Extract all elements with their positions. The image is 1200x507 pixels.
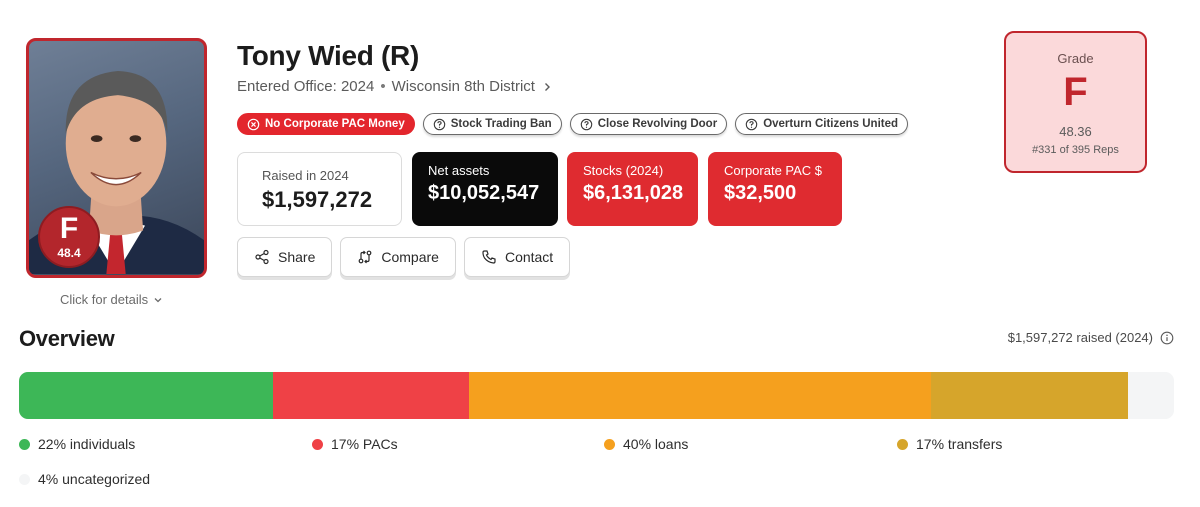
pill-no-corporate-pac-money[interactable]: No Corporate PAC Money xyxy=(237,113,415,135)
legend-swatch xyxy=(312,438,323,450)
stat-corporate-pac-value: $32,500 xyxy=(724,182,797,204)
contact-button-label: Contact xyxy=(504,249,554,265)
representative-photo[interactable]: F 48.4 xyxy=(26,38,207,278)
legend-transfers: 17% transfers xyxy=(897,436,1002,452)
stat-stocks-value: $6,131,028 xyxy=(583,182,684,204)
stat-raised: Raised in 2024 $1,597,272 xyxy=(237,152,402,226)
chevron-right-icon xyxy=(544,82,550,91)
separator-dot: • xyxy=(380,78,386,95)
photo-grade-letter: F xyxy=(59,212,79,245)
funding-segment-3 xyxy=(931,372,1128,419)
funding-segment-2 xyxy=(469,372,932,419)
phone-icon xyxy=(482,250,496,264)
pill-close-revolving-door[interactable]: Close Revolving Door xyxy=(569,113,728,135)
legend-uncategorized: 4% uncategorized xyxy=(19,471,150,487)
grade-score: 48.36 xyxy=(1059,124,1092,139)
details-link-label: Click for details xyxy=(60,292,149,307)
stat-net-assets-value: $10,052,547 xyxy=(428,182,540,204)
legend-pacs: 17% PACs xyxy=(312,436,398,452)
compare-button-label: Compare xyxy=(381,249,439,265)
stat-net-assets: Net assets $10,052,547 xyxy=(412,152,558,226)
question-circle-icon xyxy=(433,118,445,130)
pill-label: Stock Trading Ban xyxy=(450,118,552,130)
share-icon xyxy=(255,249,269,265)
legend-label: 17% transfers xyxy=(916,436,1003,452)
grade-box[interactable]: Grade F 48.36 #331 of 395 Reps xyxy=(1004,31,1147,173)
stat-raised-value: $1,597,272 xyxy=(262,187,373,212)
stat-raised-label: Raised in 2024 xyxy=(262,168,349,183)
funding-breakdown-bar xyxy=(19,372,1174,419)
compare-button[interactable]: Compare xyxy=(340,237,456,277)
funding-segment-0 xyxy=(19,372,274,419)
stat-corporate-pac: Corporate PAC $ $32,500 xyxy=(708,152,842,226)
representative-name: Tony Wied (R) xyxy=(237,40,419,71)
pledge-pills: No Corporate PAC Money Stock Trading Ban… xyxy=(237,113,909,135)
question-circle-icon xyxy=(745,118,758,130)
legend-swatch xyxy=(897,438,908,450)
pill-label: Close Revolving Door xyxy=(597,118,718,130)
overview-raised-text: $1,597,272 raised (2024) xyxy=(1007,330,1153,345)
pill-label: No Corporate PAC Money xyxy=(265,118,405,130)
pill-label: Overturn Citizens United xyxy=(763,118,899,130)
share-button[interactable]: Share xyxy=(237,237,333,277)
district-text: Wisconsin 8th District xyxy=(391,78,535,95)
contact-button[interactable]: Contact xyxy=(463,237,571,277)
legend-label: 22% individuals xyxy=(38,436,136,452)
share-button-label: Share xyxy=(278,249,316,265)
pill-overturn-citizens-united[interactable]: Overturn Citizens United xyxy=(735,113,909,135)
legend-loans: 40% loans xyxy=(604,436,688,452)
office-district-link[interactable]: Entered Office: 2024 • Wisconsin 8th Dis… xyxy=(237,78,553,95)
chevron-down-icon xyxy=(154,297,162,302)
info-icon[interactable] xyxy=(1160,331,1174,345)
stat-net-assets-label: Net assets xyxy=(428,163,490,178)
compare-icon xyxy=(358,250,372,264)
question-circle-icon xyxy=(580,118,592,130)
legend-swatch xyxy=(19,438,30,450)
stat-corporate-pac-label: Corporate PAC $ xyxy=(724,163,823,178)
legend-swatch xyxy=(604,438,615,450)
pill-stock-trading-ban[interactable]: Stock Trading Ban xyxy=(422,113,562,135)
click-for-details-link[interactable]: Click for details xyxy=(60,292,163,307)
grade-label: Grade xyxy=(1057,51,1094,66)
legend-label: 4% uncategorized xyxy=(38,471,151,487)
overview-title: Overview xyxy=(19,326,115,351)
funding-segment-4 xyxy=(1127,372,1174,419)
legend-swatch xyxy=(19,473,30,485)
action-buttons: Share Compare Contact xyxy=(237,237,571,277)
photo-grade-score: 48.4 xyxy=(57,246,81,260)
grade-letter: F xyxy=(1063,70,1088,114)
stat-stocks: Stocks (2024) $6,131,028 xyxy=(567,152,698,226)
grade-rank: #331 of 395 Reps xyxy=(1032,144,1119,156)
legend-individuals: 22% individuals xyxy=(19,436,135,452)
funding-segment-1 xyxy=(273,372,470,419)
legend-label: 17% PACs xyxy=(331,436,398,452)
overview-raised-summary: $1,597,272 raised (2024) xyxy=(1008,330,1174,345)
photo-grade-badge: F 48.4 xyxy=(38,206,100,268)
x-circle-icon xyxy=(247,118,260,130)
stat-stocks-label: Stocks (2024) xyxy=(583,163,664,178)
legend-label: 40% loans xyxy=(623,436,689,452)
entered-office-text: Entered Office: 2024 xyxy=(237,78,375,95)
